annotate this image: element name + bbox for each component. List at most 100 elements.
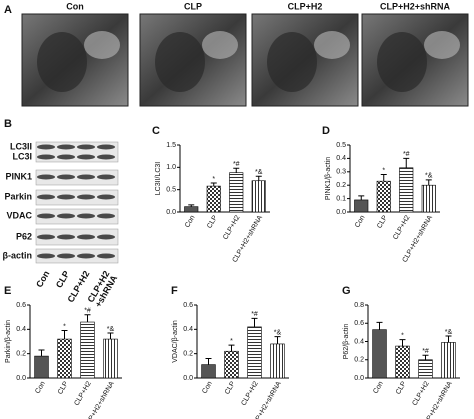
blot-band	[97, 213, 115, 219]
y-tick-label: 0.1	[336, 195, 346, 202]
y-tick-label: 0.8	[354, 302, 364, 309]
micrograph-detail	[202, 31, 238, 59]
error-bar	[210, 182, 217, 187]
x-tick-label: CLP	[57, 380, 70, 396]
y-tick-label: 0.4	[183, 326, 193, 333]
y-tick-label: 1.5	[166, 142, 176, 149]
protein-label: P62	[16, 231, 32, 241]
protein-label: LC3I	[12, 151, 32, 161]
micrograph-detail	[37, 32, 87, 92]
x-tick-label: CLP+H2	[240, 380, 259, 407]
bar	[421, 184, 436, 213]
panel-letter: C	[152, 125, 160, 137]
significance: *	[401, 333, 404, 340]
error-bar	[233, 167, 240, 173]
y-tick-label: 0.0	[336, 209, 346, 216]
x-tick-label: CLP	[376, 214, 389, 230]
group-label-line: CLP	[54, 269, 72, 290]
y-axis-label: Parkin/β-actin	[5, 320, 12, 363]
bar	[57, 338, 72, 379]
x-tick-label: CLP	[224, 380, 237, 396]
y-tick-label: 0.0	[166, 209, 176, 216]
significance: *&	[445, 329, 453, 336]
significance: *&	[255, 169, 263, 176]
panel-letter: E	[4, 285, 11, 297]
blot-frame	[35, 169, 119, 186]
significance: *	[230, 338, 233, 345]
protein-label: LC3II	[10, 141, 32, 151]
error-bar	[188, 204, 195, 207]
significance: *#	[403, 151, 410, 158]
micrograph-detail	[84, 31, 120, 59]
error-bar	[445, 335, 452, 343]
x-tick-label: CLP+H2	[411, 380, 430, 407]
bar	[224, 350, 239, 379]
blot-band	[77, 234, 95, 240]
group-label: CLP	[54, 269, 72, 290]
y-tick-label: 1.0	[166, 164, 176, 171]
bar	[354, 199, 369, 213]
bar	[184, 206, 199, 213]
blot-band	[37, 253, 55, 259]
image-title: CLP	[184, 1, 202, 11]
panel-letter: F	[171, 285, 178, 297]
significance: *	[212, 176, 215, 183]
blot-band	[57, 234, 75, 240]
error-bar	[61, 330, 68, 340]
group-label-line: Con	[34, 269, 51, 289]
bar	[103, 338, 118, 379]
blot-frame	[35, 208, 119, 225]
x-tick-label: CLP+H2	[73, 380, 92, 407]
blot-band	[37, 174, 55, 180]
error-bar	[251, 317, 258, 327]
image-title: CLP+H2	[288, 1, 323, 11]
blot-band	[97, 234, 115, 240]
y-tick-label: 0.5	[166, 187, 176, 194]
image-title: CLP+H2+shRNA	[380, 1, 451, 11]
y-tick-label: 0.2	[183, 351, 193, 358]
y-tick-label: 0.0	[16, 375, 26, 382]
micrograph-detail	[314, 31, 350, 59]
significance: *#	[422, 348, 429, 355]
error-bar	[274, 336, 281, 344]
error-bar	[107, 332, 114, 340]
error-bar	[38, 349, 45, 357]
y-tick-label: 0.0	[354, 375, 364, 382]
x-tick-label: Con	[184, 214, 197, 229]
micrograph-detail	[267, 32, 317, 92]
y-tick-label: 0.5	[336, 142, 346, 149]
significance: *	[63, 323, 66, 330]
blot-band	[37, 194, 55, 200]
y-axis-label: LC3II/LC3I	[155, 162, 162, 196]
error-bar	[358, 195, 365, 200]
bar	[80, 321, 95, 379]
error-bar	[380, 173, 387, 182]
blot-band	[57, 174, 75, 180]
y-tick-label: 0.4	[354, 338, 364, 345]
x-tick-label: Con	[34, 380, 47, 395]
bar	[441, 342, 456, 379]
y-tick-label: 0.2	[16, 351, 26, 358]
blot-band	[77, 194, 95, 200]
bar	[376, 180, 391, 213]
blot-band	[57, 154, 75, 160]
blot-band	[37, 213, 55, 219]
bar	[372, 329, 387, 379]
blot-band	[97, 253, 115, 259]
blot-band	[97, 144, 115, 150]
significance: *	[382, 167, 385, 174]
blot-band	[77, 213, 95, 219]
blot-band	[57, 213, 75, 219]
significance: *&	[274, 329, 282, 336]
error-bar	[376, 321, 383, 330]
micrograph-detail	[377, 32, 427, 92]
y-tick-label: 0.3	[336, 169, 346, 176]
y-tick-label: 0.6	[354, 320, 364, 327]
micrograph-detail	[424, 31, 460, 59]
bar	[418, 359, 433, 379]
y-tick-label: 0.0	[183, 375, 193, 382]
bar	[34, 355, 49, 379]
blot-band	[77, 154, 95, 160]
bar	[395, 345, 410, 379]
